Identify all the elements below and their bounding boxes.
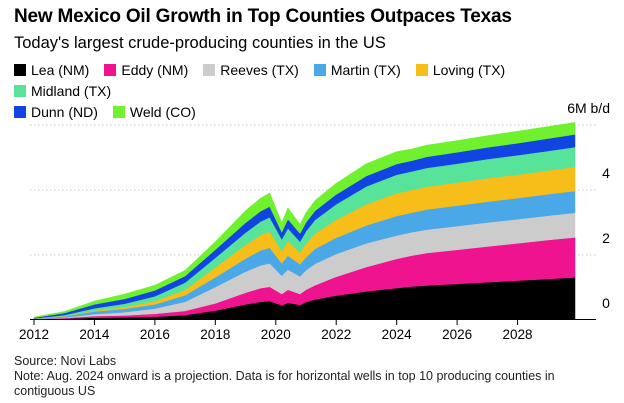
legend-item: Loving (TX) [415, 60, 506, 80]
y-unit-label: 6M b/d [567, 100, 610, 116]
x-tick-label: 2024 [382, 327, 413, 342]
y-tick-label: 2 [602, 230, 610, 246]
chart-legend: Lea (NM) Eddy (NM) Reeves (TX) Martin (TX) L… [14, 60, 614, 123]
legend-item: Midland (TX) [14, 81, 111, 101]
y-tick-label: 0 [602, 295, 610, 311]
legend-swatch [14, 64, 26, 76]
source-note: Source: Novi Labs [14, 354, 117, 368]
legend-swatch [14, 106, 26, 118]
y-axis-labels: 6M b/d 0 2 4 [567, 100, 610, 311]
x-tick-label: 2012 [19, 327, 49, 342]
legend-item: Weld (CO) [112, 102, 196, 122]
legend-label: Weld (CO) [129, 104, 196, 120]
x-tick-label: 2022 [321, 327, 351, 342]
x-tick-label: 2028 [503, 327, 533, 342]
legend-item: Lea (NM) [14, 60, 89, 80]
legend-swatch [14, 85, 26, 97]
x-tick-label: 2026 [442, 327, 472, 342]
legend-item: Dunn (ND) [14, 102, 98, 122]
y-tick-label: 4 [602, 165, 610, 181]
legend-label: Dunn (ND) [31, 104, 98, 120]
legend-item: Eddy (NM) [104, 60, 188, 80]
legend-swatch [313, 64, 326, 76]
legend-swatch [104, 64, 117, 76]
x-tick-label: 2014 [79, 327, 110, 342]
x-axis: 2012 2014 2016 2018 2020 2022 2024 2026 2028 [19, 319, 596, 342]
legend-swatch [112, 106, 125, 118]
legend-swatch [415, 64, 428, 76]
chart-title: New Mexico Oil Growth in Top Counties Ou… [14, 6, 512, 27]
x-tick-label: 2018 [200, 327, 230, 342]
legend-item: Martin (TX) [313, 60, 401, 80]
legend-label: Lea (NM) [31, 62, 90, 78]
legend-label: Eddy (NM) [121, 62, 189, 78]
legend-item: Reeves (TX) [203, 60, 299, 80]
projection-note: Note: Aug. 2024 onward is a projection. … [14, 369, 555, 398]
legend-label: Midland (TX) [31, 83, 112, 99]
chart-subtitle: Today's largest crude-producing counties… [14, 34, 386, 52]
x-tick-label: 2020 [261, 327, 291, 342]
area-layers [33, 122, 576, 320]
area-weld-co [33, 122, 576, 318]
legend-swatch [203, 64, 216, 76]
legend-label: Reeves (TX) [220, 62, 299, 78]
x-tick-label: 2016 [140, 327, 170, 342]
legend-label: Martin (TX) [330, 62, 401, 78]
legend-label: Loving (TX) [432, 62, 506, 78]
